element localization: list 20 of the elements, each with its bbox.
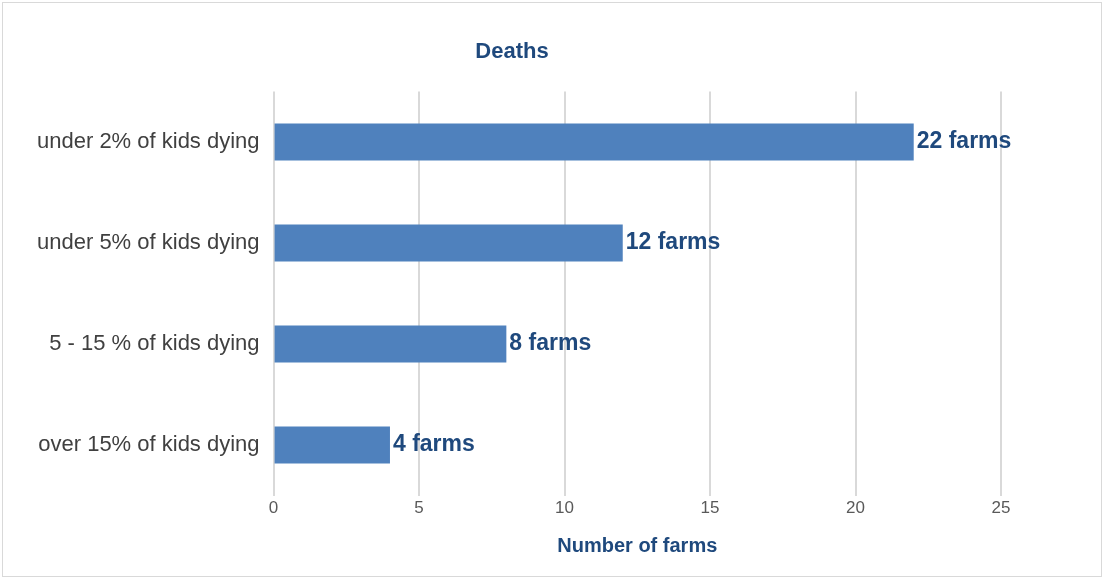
y-tick-label: under 2% of kids dying <box>37 127 260 153</box>
x-tick-label: 10 <box>555 498 575 518</box>
x-tick-label: 15 <box>700 498 720 518</box>
y-tick-label: 5 - 15 % of kids dying <box>49 330 260 356</box>
data-label: 4 farms <box>392 430 475 457</box>
bar <box>274 224 623 262</box>
y-tick-label: under 5% of kids dying <box>37 229 260 255</box>
data-label: 12 farms <box>625 228 721 255</box>
x-tick-label: 20 <box>846 498 865 518</box>
x-axis-title: Number of farms <box>557 533 718 556</box>
y-tick-label: over 15% of kids dying <box>38 431 260 457</box>
x-tick-label: 5 <box>414 498 424 518</box>
data-label: 22 farms <box>916 127 1012 154</box>
bar <box>274 426 390 464</box>
x-tick-label: 0 <box>268 498 279 518</box>
bar <box>274 123 914 161</box>
bar <box>274 325 507 363</box>
data-label: 8 farms <box>509 329 592 356</box>
x-tick-label: 25 <box>991 498 1011 518</box>
chart-title: Deaths <box>475 38 549 64</box>
